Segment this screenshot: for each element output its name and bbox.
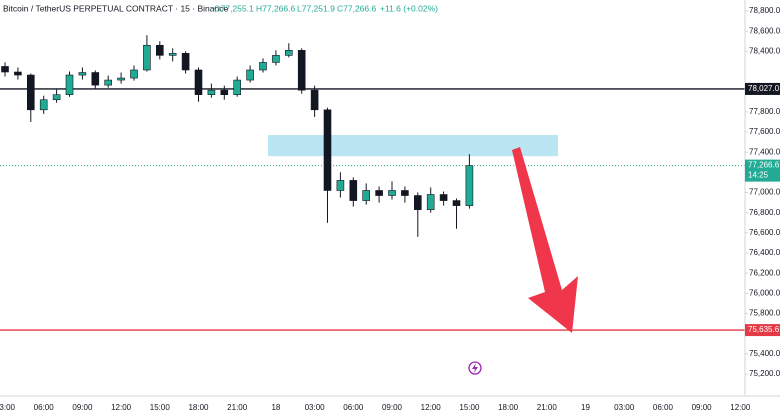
x-tick-label: 21:00 bbox=[227, 403, 248, 412]
candle-body bbox=[143, 44, 151, 71]
arrow bbox=[512, 147, 578, 333]
candle-body bbox=[336, 180, 345, 191]
x-tick-label: 09:00 bbox=[692, 403, 713, 412]
x-tick-label: 06:00 bbox=[653, 403, 674, 412]
x-tick-label: 03:00 bbox=[614, 403, 635, 412]
candle-body bbox=[1, 66, 9, 73]
level-label: 75,635.6 bbox=[748, 325, 780, 334]
candle-body bbox=[39, 99, 48, 111]
candle-body bbox=[52, 94, 61, 101]
candle-body bbox=[26, 74, 35, 111]
x-tick-label: 15:00 bbox=[459, 403, 480, 412]
header-symbol: Bitcoin / TetherUS PERPETUAL CONTRACT · … bbox=[3, 3, 228, 13]
event-icon[interactable] bbox=[468, 361, 482, 375]
y-tick-label: 78,600.0 bbox=[749, 26, 780, 35]
y-tick-label: 76,000.0 bbox=[749, 288, 780, 297]
y-tick-label: 75,200.0 bbox=[749, 369, 780, 378]
candle-body bbox=[259, 62, 267, 71]
level-label-box bbox=[745, 82, 780, 95]
candle-body bbox=[297, 50, 306, 91]
candle-body bbox=[168, 53, 177, 56]
x-tick-label: 09:00 bbox=[72, 403, 93, 412]
x-tick-label: 12:00 bbox=[111, 403, 132, 412]
y-tick-label: 76,200.0 bbox=[749, 268, 780, 277]
header-low: L77,251.9 bbox=[297, 3, 335, 13]
y-tick-label: 76,800.0 bbox=[749, 208, 780, 217]
last-price-box bbox=[745, 159, 780, 182]
candle-body bbox=[91, 72, 100, 86]
header-high: H77,266.6 bbox=[256, 3, 295, 13]
candle-body bbox=[310, 89, 319, 111]
x-tick-label: 19 bbox=[581, 403, 590, 412]
y-tick-label: 77,000.0 bbox=[749, 188, 780, 197]
candle-body bbox=[130, 69, 138, 79]
candle-body bbox=[78, 72, 87, 76]
header-close: C77,266.6 bbox=[337, 3, 376, 13]
candle-body bbox=[465, 165, 474, 206]
candle-body bbox=[439, 194, 448, 201]
x-tick-label: 06:00 bbox=[34, 403, 55, 412]
candle-body bbox=[272, 55, 280, 63]
x-tick-label: 21:00 bbox=[537, 403, 558, 412]
candle-body bbox=[194, 69, 203, 95]
candle-body bbox=[220, 89, 229, 95]
last-price-label: 77,266.6 bbox=[748, 161, 780, 170]
supply-zone bbox=[268, 135, 558, 157]
y-tick-label: 78,800.0 bbox=[749, 6, 780, 15]
candle-body bbox=[413, 195, 422, 210]
candle-body bbox=[426, 194, 435, 210]
candle-body bbox=[323, 109, 332, 191]
candle-body bbox=[14, 71, 22, 76]
candle-body bbox=[181, 53, 190, 71]
candle-body bbox=[388, 190, 396, 196]
candle-body bbox=[452, 200, 461, 206]
y-tick-label: 76,400.0 bbox=[749, 248, 780, 257]
level-label-box bbox=[745, 324, 780, 337]
x-tick-label: 18:00 bbox=[188, 403, 209, 412]
y-tick-label: 75,400.0 bbox=[749, 349, 780, 358]
y-tick-label: 77,800.0 bbox=[749, 107, 780, 116]
x-tick-label: 12:00 bbox=[421, 403, 442, 412]
candle-body bbox=[65, 74, 74, 95]
level-label: 78,027.0 bbox=[748, 84, 780, 93]
candle-body bbox=[104, 79, 112, 86]
y-tick-label: 77,400.0 bbox=[749, 147, 780, 156]
candle-body bbox=[362, 190, 371, 201]
candle-body bbox=[233, 79, 241, 95]
x-tick-label: 18 bbox=[271, 403, 280, 412]
candle-body bbox=[284, 50, 293, 56]
candle-body bbox=[246, 69, 254, 81]
x-tick-label: 15:00 bbox=[150, 403, 171, 412]
x-tick-label: 03:00 bbox=[305, 403, 326, 412]
header-open: O77,255.1 bbox=[214, 3, 254, 13]
candle-body bbox=[117, 77, 125, 81]
countdown-label: 14:25 bbox=[748, 171, 769, 180]
x-tick-label: 06:00 bbox=[343, 403, 364, 412]
x-tick-label: 09:00 bbox=[382, 403, 403, 412]
y-tick-label: 78,400.0 bbox=[749, 46, 780, 55]
candle-body bbox=[401, 190, 409, 196]
y-tick-label: 77,600.0 bbox=[749, 127, 780, 136]
candle-body bbox=[349, 180, 358, 201]
plot-area bbox=[0, 35, 745, 331]
x-tick-label: 12:00 bbox=[730, 403, 751, 412]
x-tick-label: 18:00 bbox=[498, 403, 519, 412]
x-tick-label: 03:00 bbox=[0, 403, 16, 412]
y-tick-label: 75,800.0 bbox=[749, 309, 780, 318]
candle-body bbox=[207, 89, 216, 95]
y-tick-label: 76,600.0 bbox=[749, 228, 780, 237]
header-change: +11.6 (+0.02%) bbox=[380, 3, 438, 13]
event-icon-bolt bbox=[472, 363, 478, 373]
candle-body bbox=[156, 44, 164, 56]
candle-body bbox=[375, 190, 383, 196]
